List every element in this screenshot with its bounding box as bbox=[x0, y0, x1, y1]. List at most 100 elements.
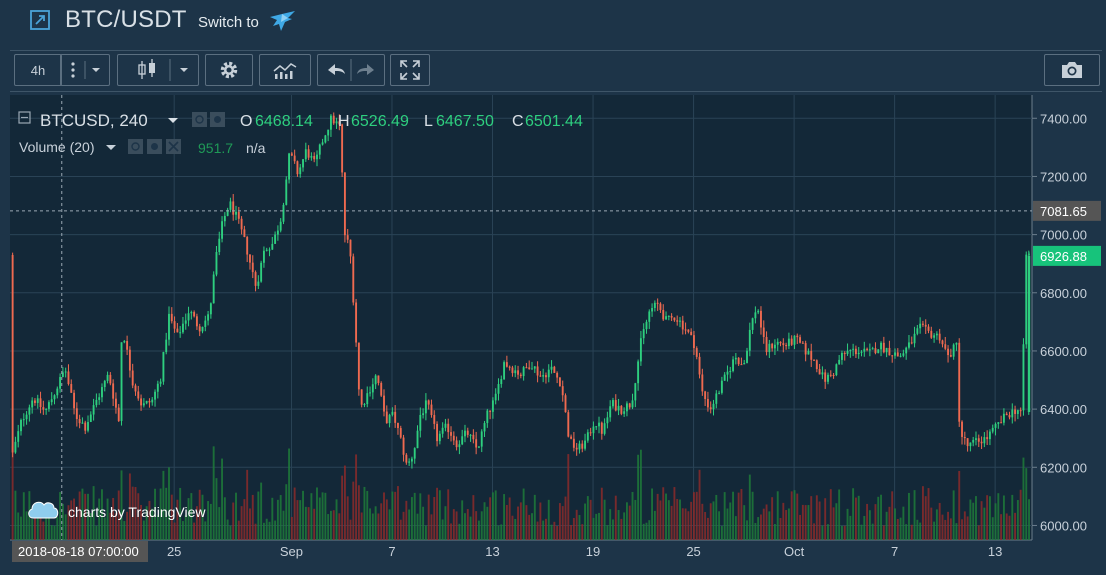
last-price-box bbox=[1033, 245, 1101, 266]
volume-bar bbox=[899, 517, 902, 540]
candle-body bbox=[1019, 410, 1022, 412]
price-axis[interactable] bbox=[1032, 95, 1102, 540]
volume-bar bbox=[690, 501, 693, 540]
volume-bar bbox=[503, 494, 506, 540]
candle-body bbox=[676, 320, 679, 322]
interval-button[interactable]: 4h bbox=[14, 54, 62, 86]
volume-bar bbox=[785, 510, 788, 540]
volume-bar bbox=[997, 493, 1000, 540]
volume-bar bbox=[101, 489, 103, 540]
indicators-button[interactable] bbox=[259, 54, 311, 86]
eye-icon[interactable] bbox=[192, 112, 207, 127]
screenshot-button[interactable] bbox=[1044, 54, 1100, 86]
last-price-marker: 6926.88 bbox=[1033, 245, 1101, 266]
chevron-down-icon bbox=[92, 68, 100, 72]
volume-bar bbox=[977, 525, 980, 540]
chevron-down-icon[interactable] bbox=[168, 118, 178, 123]
candle-body bbox=[1008, 415, 1011, 418]
volume-bar bbox=[857, 495, 860, 540]
switch-to-label[interactable]: Switch to bbox=[198, 14, 259, 31]
candle-body bbox=[64, 371, 67, 373]
volume-bar bbox=[681, 508, 684, 540]
volume-bar bbox=[905, 524, 908, 540]
candle-body bbox=[581, 443, 584, 449]
volume-bar bbox=[1022, 457, 1025, 540]
candle-body bbox=[427, 400, 430, 405]
volume-bar bbox=[271, 497, 274, 540]
candle-body bbox=[461, 436, 464, 445]
price-tick-label: 6800.00 bbox=[1040, 286, 1087, 301]
volume-bar bbox=[743, 505, 746, 540]
candle-body bbox=[651, 308, 654, 312]
chart-type-button[interactable] bbox=[117, 54, 199, 86]
fullscreen-button[interactable] bbox=[390, 54, 430, 86]
volume-bar bbox=[73, 498, 75, 540]
candle-body bbox=[131, 370, 134, 386]
eye-icon[interactable] bbox=[128, 139, 143, 154]
volume-bar bbox=[519, 502, 522, 540]
time-tick-label: 25 bbox=[686, 544, 700, 559]
candle-body bbox=[346, 235, 349, 240]
candle-body bbox=[913, 333, 916, 344]
volume-bar bbox=[891, 491, 894, 540]
volume-bar bbox=[531, 513, 533, 540]
volume-bar bbox=[369, 508, 371, 540]
volume-bar bbox=[1011, 494, 1014, 540]
candle-body bbox=[47, 402, 50, 409]
open-label: O bbox=[240, 113, 252, 130]
undo-icon[interactable] bbox=[328, 64, 345, 75]
candle-body bbox=[274, 234, 277, 244]
volume-bar bbox=[195, 506, 198, 540]
volume-bar bbox=[296, 500, 299, 540]
volume-label[interactable]: Volume (20) bbox=[19, 139, 94, 155]
candle-body bbox=[142, 403, 145, 406]
low-value: 6467.50 bbox=[436, 113, 494, 130]
volume-bar bbox=[832, 507, 835, 540]
candle-body bbox=[810, 351, 813, 360]
interval-label: 4h bbox=[30, 62, 46, 78]
bird-logo-icon[interactable] bbox=[268, 9, 298, 35]
time-axis[interactable] bbox=[10, 540, 1102, 563]
price-chart[interactable]: 7400.00 7200.00 7000.00 6800.00 6600.00 6400.… bbox=[10, 95, 1102, 563]
chart-area[interactable]: 7400.00 7200.00 7000.00 6800.00 6600.00 6400.… bbox=[10, 95, 1102, 563]
tradingview-watermark[interactable]: charts by TradingView bbox=[28, 501, 207, 520]
candle-body bbox=[648, 311, 651, 322]
candle-body bbox=[363, 404, 366, 406]
volume-bar bbox=[824, 498, 827, 540]
volume-bar bbox=[193, 522, 196, 540]
volume-bar bbox=[184, 515, 187, 540]
volume-bar bbox=[545, 518, 547, 540]
volume-bar bbox=[427, 494, 430, 540]
chevron-down-icon bbox=[180, 68, 188, 72]
volume-bar bbox=[332, 510, 335, 540]
candle-body bbox=[880, 342, 882, 350]
legend-symbol[interactable]: BTCUSD, 240 bbox=[40, 111, 148, 130]
volume-bar bbox=[477, 520, 480, 540]
volume-bar bbox=[623, 512, 626, 540]
redo-icon[interactable] bbox=[357, 64, 374, 75]
candle-body bbox=[589, 432, 592, 434]
volume-bar bbox=[919, 522, 922, 540]
volume-bar bbox=[961, 519, 963, 540]
volume-bar bbox=[815, 495, 818, 540]
external-link-icon[interactable] bbox=[30, 10, 50, 30]
collapse-legend-icon[interactable] bbox=[18, 111, 31, 124]
volume-bar bbox=[776, 491, 779, 540]
settings-button[interactable] bbox=[205, 54, 253, 86]
interval-menu-button[interactable] bbox=[60, 54, 110, 86]
volume-bar bbox=[78, 491, 81, 540]
candle-body bbox=[265, 249, 268, 251]
candle-body bbox=[695, 348, 698, 357]
candle-body bbox=[134, 385, 137, 392]
volume-bar bbox=[715, 494, 718, 540]
candle-body bbox=[204, 320, 207, 327]
volume-bar bbox=[61, 503, 64, 540]
volume-bar bbox=[835, 503, 838, 540]
volume-bar bbox=[866, 503, 869, 540]
chevron-down-icon[interactable] bbox=[106, 145, 116, 150]
volume-bar bbox=[528, 514, 531, 540]
volume-bar bbox=[511, 515, 514, 540]
candle-body bbox=[318, 144, 321, 155]
volume-bar bbox=[335, 499, 338, 540]
volume-bar bbox=[148, 500, 151, 540]
